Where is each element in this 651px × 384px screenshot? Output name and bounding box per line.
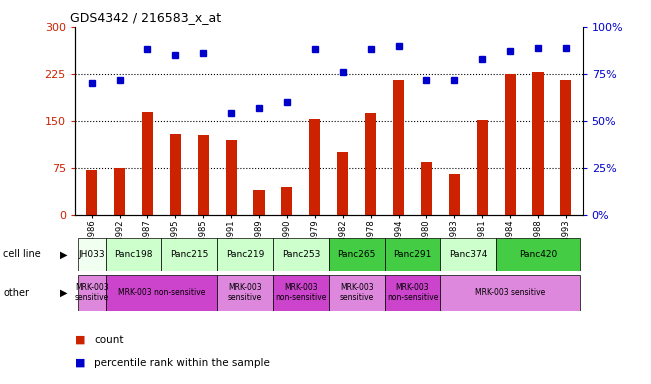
- Bar: [329, 238, 385, 271]
- Text: Panc198: Panc198: [114, 250, 153, 259]
- Bar: [309, 119, 320, 215]
- Bar: [281, 187, 292, 215]
- Text: ▶: ▶: [60, 288, 68, 298]
- Text: JH033: JH033: [78, 250, 105, 259]
- Bar: [496, 238, 580, 271]
- Bar: [449, 174, 460, 215]
- Text: MRK-003 non-sensitive: MRK-003 non-sensitive: [118, 288, 205, 297]
- Bar: [273, 238, 329, 271]
- Bar: [105, 238, 161, 271]
- Text: MRK-003
sensitive: MRK-003 sensitive: [340, 283, 374, 303]
- Bar: [217, 238, 273, 271]
- Bar: [253, 190, 264, 215]
- Bar: [385, 275, 440, 311]
- Text: Panc219: Panc219: [226, 250, 264, 259]
- Bar: [329, 275, 385, 311]
- Bar: [170, 134, 181, 215]
- Text: Panc291: Panc291: [393, 250, 432, 259]
- Bar: [105, 275, 217, 311]
- Bar: [385, 238, 440, 271]
- Bar: [161, 238, 217, 271]
- Text: MRK-003
non-sensitive: MRK-003 non-sensitive: [275, 283, 327, 303]
- Text: MRK-003
sensitive: MRK-003 sensitive: [228, 283, 262, 303]
- Bar: [77, 275, 105, 311]
- Text: cell line: cell line: [3, 249, 41, 260]
- Bar: [114, 168, 125, 215]
- Bar: [225, 140, 237, 215]
- Text: MRK-003
non-sensitive: MRK-003 non-sensitive: [387, 283, 438, 303]
- Text: ▶: ▶: [60, 249, 68, 260]
- Text: Panc215: Panc215: [170, 250, 208, 259]
- Text: percentile rank within the sample: percentile rank within the sample: [94, 358, 270, 368]
- Bar: [273, 275, 329, 311]
- Bar: [440, 238, 496, 271]
- Text: ■: ■: [75, 358, 85, 368]
- Text: Panc420: Panc420: [519, 250, 557, 259]
- Bar: [198, 135, 209, 215]
- Text: Panc253: Panc253: [282, 250, 320, 259]
- Text: GDS4342 / 216583_x_at: GDS4342 / 216583_x_at: [70, 11, 221, 24]
- Bar: [477, 120, 488, 215]
- Bar: [440, 275, 580, 311]
- Bar: [86, 170, 97, 215]
- Bar: [365, 113, 376, 215]
- Bar: [142, 112, 153, 215]
- Text: Panc265: Panc265: [337, 250, 376, 259]
- Text: count: count: [94, 335, 124, 345]
- Bar: [533, 72, 544, 215]
- Text: other: other: [3, 288, 29, 298]
- Bar: [217, 275, 273, 311]
- Bar: [393, 80, 404, 215]
- Bar: [561, 80, 572, 215]
- Text: MRK-003
sensitive: MRK-003 sensitive: [74, 283, 109, 303]
- Text: MRK-003 sensitive: MRK-003 sensitive: [475, 288, 546, 297]
- Text: Panc374: Panc374: [449, 250, 488, 259]
- Bar: [505, 74, 516, 215]
- Text: ■: ■: [75, 335, 85, 345]
- Bar: [421, 162, 432, 215]
- Bar: [337, 152, 348, 215]
- Bar: [77, 238, 105, 271]
